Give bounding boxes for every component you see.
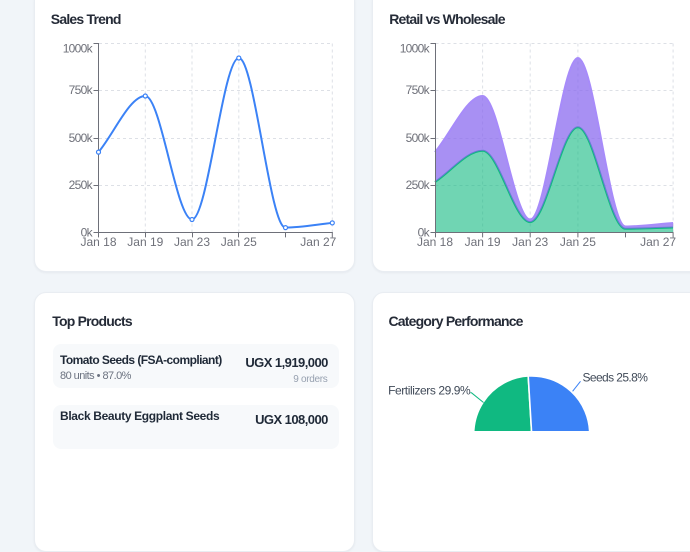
- svg-text:Jan 27: Jan 27: [300, 235, 336, 249]
- svg-text:750k: 750k: [406, 83, 431, 97]
- svg-text:0k: 0k: [418, 226, 431, 240]
- svg-text:250k: 250k: [406, 178, 431, 192]
- svg-text:Jan 25: Jan 25: [560, 235, 596, 249]
- svg-text:250k: 250k: [69, 178, 94, 192]
- svg-text:Jan 25: Jan 25: [221, 235, 257, 249]
- svg-text:Seeds 25.8%: Seeds 25.8%: [583, 370, 649, 384]
- svg-text:Fertilizers 29.9%: Fertilizers 29.9%: [388, 383, 471, 397]
- svg-text:Jan 18: Jan 18: [80, 235, 116, 249]
- svg-text:0k: 0k: [81, 226, 94, 240]
- svg-text:Jan 23: Jan 23: [174, 235, 210, 249]
- svg-text:750k: 750k: [69, 83, 94, 97]
- svg-text:Jan 23: Jan 23: [512, 235, 548, 249]
- svg-text:500k: 500k: [69, 131, 94, 145]
- svg-text:Jan 19: Jan 19: [465, 235, 501, 249]
- svg-text:1000k: 1000k: [400, 41, 431, 55]
- svg-text:1000k: 1000k: [63, 41, 94, 55]
- svg-text:Jan 27: Jan 27: [640, 235, 676, 249]
- svg-text:500k: 500k: [406, 131, 431, 145]
- svg-text:Jan 18: Jan 18: [417, 235, 453, 249]
- svg-text:Jan 19: Jan 19: [127, 235, 163, 249]
